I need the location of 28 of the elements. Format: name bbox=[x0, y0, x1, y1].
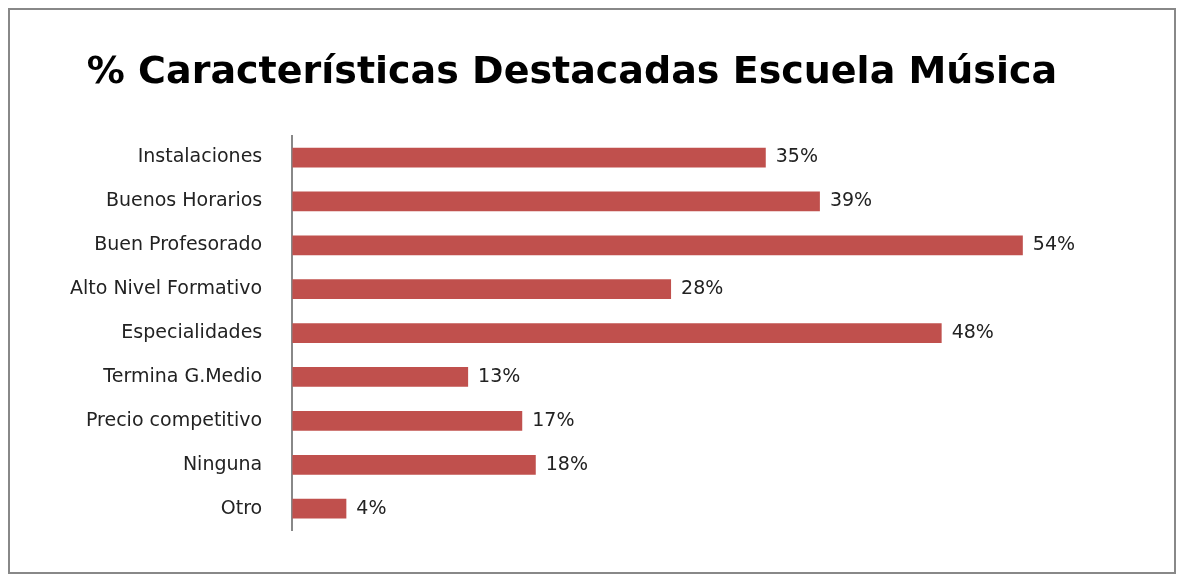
data-label: 48% bbox=[951, 320, 994, 343]
y-tick-label: Buenos Horarios bbox=[105, 188, 263, 211]
bar bbox=[292, 498, 347, 519]
bar bbox=[292, 235, 1023, 256]
bar bbox=[292, 191, 820, 212]
y-tick-label: Instalaciones bbox=[137, 144, 263, 167]
chart-title: % Características Destacadas Escuela Música bbox=[86, 47, 1058, 92]
y-tick-label: Otro bbox=[220, 495, 263, 518]
bar bbox=[292, 323, 942, 343]
data-label: 28% bbox=[681, 276, 724, 299]
data-label: 17% bbox=[532, 407, 575, 430]
y-tick-label: Ninguna bbox=[182, 451, 263, 474]
bar bbox=[292, 279, 672, 300]
y-tick-label: Buen Profesorado bbox=[94, 232, 263, 255]
data-label: 39% bbox=[829, 188, 873, 211]
bar bbox=[292, 411, 523, 431]
y-tick-label: Especialidades bbox=[121, 320, 263, 343]
bar bbox=[292, 454, 536, 475]
data-label: 4% bbox=[356, 495, 387, 518]
data-label: 54% bbox=[1032, 232, 1076, 255]
y-tick-label: Termina G.Medio bbox=[102, 363, 263, 386]
data-label: 13% bbox=[478, 363, 521, 386]
bar bbox=[292, 147, 766, 168]
data-label: 18% bbox=[545, 451, 588, 474]
y-tick-label: Alto Nivel Formativo bbox=[69, 276, 263, 299]
data-label: 35% bbox=[775, 144, 818, 167]
bar bbox=[292, 367, 469, 387]
y-tick-label: Precio competitivo bbox=[85, 407, 263, 430]
